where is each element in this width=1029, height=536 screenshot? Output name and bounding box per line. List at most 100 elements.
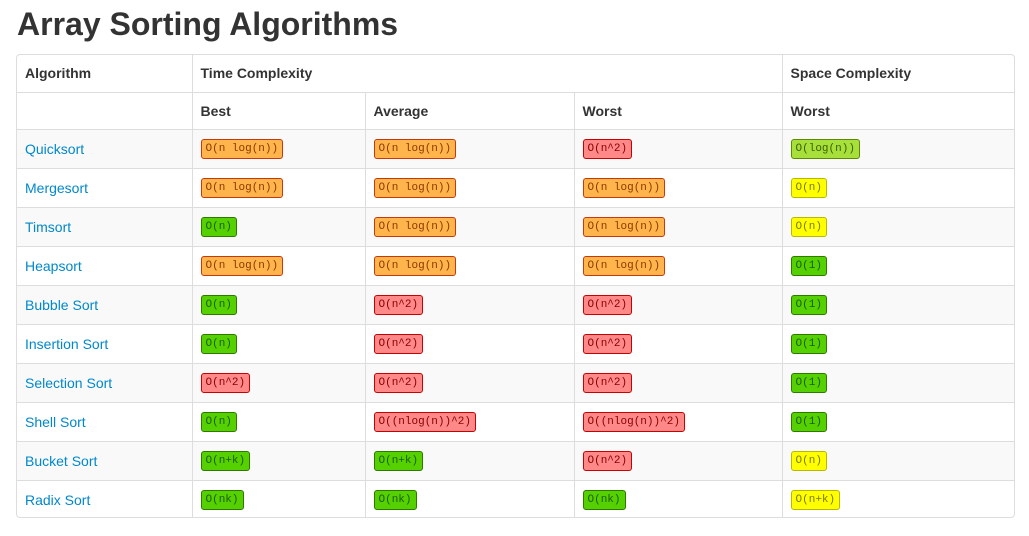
best-case-cell: O(n)	[191, 206, 365, 246]
space-worst-case-cell: O(n)	[781, 206, 1014, 246]
average-case-badge: O(nk)	[373, 490, 417, 511]
best-case-cell: O(n)	[191, 323, 365, 363]
table-row: Bubble Sort O(n) O(n^2) O(n^2) O(1)	[17, 284, 1014, 324]
table-row: Heapsort O(n log(n)) O(n log(n)) O(n log(n)…	[17, 245, 1014, 285]
table-row: Bucket Sort O(n+k) O(n+k) O(n^2) O(n)	[17, 440, 1014, 480]
best-case-cell: O(n log(n))	[191, 128, 365, 168]
space-worst-case-badge: O(log(n))	[790, 139, 860, 159]
best-case-badge: O(n log(n))	[200, 256, 284, 276]
best-case-badge: O(n)	[200, 217, 237, 237]
table-row: Selection Sort O(n^2) O(n^2) O(n^2) O(1)	[17, 362, 1014, 402]
algorithm-link[interactable]: Radix Sort	[25, 491, 91, 508]
worst-case-badge: O(n^2)	[582, 295, 633, 315]
space-worst-case-cell: O(1)	[781, 284, 1014, 324]
space-worst-case-badge: O(1)	[790, 412, 827, 432]
average-case-cell: O(n log(n))	[364, 128, 574, 168]
algorithm-link[interactable]: Heapsort	[25, 257, 82, 274]
best-case-cell: O(n)	[191, 401, 365, 441]
table-row: Insertion Sort O(n) O(n^2) O(n^2) O(1)	[17, 323, 1014, 363]
algorithm-link[interactable]: Bubble Sort	[25, 296, 99, 313]
algorithm-link[interactable]: Quicksort	[25, 140, 85, 157]
best-case-badge: O(n log(n))	[200, 139, 284, 159]
average-case-cell: O((nlog(n))^2)	[364, 401, 574, 441]
table-row: Timsort O(n) O(n log(n)) O(n log(n)) O(n)	[17, 206, 1014, 246]
worst-case-cell: O(n^2)	[573, 323, 783, 363]
average-case-badge: O(n log(n))	[373, 256, 457, 276]
header-space-worst: Worst	[781, 91, 1014, 129]
algorithm-cell: Quicksort	[17, 128, 192, 168]
worst-case-badge: O(n^2)	[582, 334, 633, 354]
worst-case-cell: O((nlog(n))^2)	[573, 401, 783, 441]
average-case-badge: O(n^2)	[373, 334, 424, 354]
space-worst-case-cell: O(1)	[781, 401, 1014, 441]
header-worst: Worst	[573, 91, 783, 129]
average-case-cell: O(n log(n))	[364, 245, 574, 285]
average-case-cell: O(n^2)	[364, 284, 574, 324]
space-worst-case-badge: O(n+k)	[790, 490, 841, 511]
table-body: Quicksort O(n log(n)) O(n log(n)) O(n^2) O(l…	[17, 128, 1014, 517]
header-average: Average	[364, 91, 574, 129]
space-worst-case-cell: O(1)	[781, 323, 1014, 363]
space-worst-case-cell: O(n)	[781, 167, 1014, 207]
table-row: Shell Sort O(n) O((nlog(n))^2) O((nlog(n))^…	[17, 401, 1014, 441]
algorithm-cell: Bubble Sort	[17, 284, 192, 324]
average-case-badge: O(n^2)	[373, 295, 424, 315]
best-case-badge: O(n)	[200, 412, 237, 432]
header-space-complexity: Space Complexity	[781, 55, 1014, 92]
algorithm-link[interactable]: Insertion Sort	[25, 335, 109, 352]
worst-case-cell: O(n^2)	[573, 362, 783, 402]
algorithm-cell: Heapsort	[17, 245, 192, 285]
algorithm-cell: Selection Sort	[17, 362, 192, 402]
space-worst-case-cell: O(1)	[781, 362, 1014, 402]
worst-case-badge: O(n^2)	[582, 451, 633, 471]
space-worst-case-badge: O(1)	[790, 373, 827, 393]
average-case-badge: O(n^2)	[373, 373, 424, 393]
algorithm-link[interactable]: Shell Sort	[25, 413, 86, 430]
space-worst-case-badge: O(1)	[790, 334, 827, 354]
space-worst-case-cell: O(n+k)	[781, 479, 1014, 517]
average-case-badge: O((nlog(n))^2)	[373, 412, 476, 432]
average-case-cell: O(nk)	[364, 479, 574, 517]
worst-case-badge: O(n^2)	[582, 139, 633, 159]
header-empty	[17, 91, 192, 129]
algorithm-link[interactable]: Bucket Sort	[25, 452, 98, 469]
worst-case-badge: O(n^2)	[582, 373, 633, 393]
algorithm-cell: Timsort	[17, 206, 192, 246]
average-case-badge: O(n+k)	[373, 451, 424, 471]
best-case-cell: O(n+k)	[191, 440, 365, 480]
worst-case-cell: O(n^2)	[573, 128, 783, 168]
space-worst-case-badge: O(n)	[790, 451, 827, 471]
table-row: Quicksort O(n log(n)) O(n log(n)) O(n^2) O(l…	[17, 128, 1014, 168]
average-case-badge: O(n log(n))	[373, 217, 457, 237]
space-worst-case-badge: O(n)	[790, 217, 827, 237]
algorithm-link[interactable]: Mergesort	[25, 179, 89, 196]
header-algorithm: Algorithm	[25, 65, 92, 82]
space-worst-case-badge: O(n)	[790, 178, 827, 198]
average-case-cell: O(n log(n))	[364, 206, 574, 246]
space-worst-case-badge: O(1)	[790, 295, 827, 315]
average-case-cell: O(n^2)	[364, 362, 574, 402]
algorithm-cell: Radix Sort	[17, 479, 192, 517]
header-time-complexity: Time Complexity	[191, 55, 783, 92]
best-case-badge: O(n)	[200, 295, 237, 315]
space-worst-case-cell: O(log(n))	[781, 128, 1014, 168]
best-case-cell: O(n)	[191, 284, 365, 324]
space-worst-case-cell: O(n)	[781, 440, 1014, 480]
best-case-cell: O(nk)	[191, 479, 365, 517]
algorithm-cell: Shell Sort	[17, 401, 192, 441]
algorithm-link[interactable]: Selection Sort	[25, 374, 113, 391]
table-row: Radix Sort O(nk) O(nk) O(nk) O(n+k)	[17, 479, 1014, 517]
average-case-cell: O(n log(n))	[364, 167, 574, 207]
worst-case-cell: O(n log(n))	[573, 167, 783, 207]
algorithm-link[interactable]: Timsort	[25, 218, 72, 235]
header-best: Best	[191, 91, 365, 129]
best-case-cell: O(n log(n))	[191, 245, 365, 285]
average-case-badge: O(n log(n))	[373, 139, 457, 159]
worst-case-badge: O(n log(n))	[582, 178, 666, 198]
worst-case-cell: O(n log(n))	[573, 245, 783, 285]
worst-case-badge: O(nk)	[582, 490, 626, 511]
page-title: Array Sorting Algorithms	[17, 6, 399, 42]
worst-case-cell: O(nk)	[573, 479, 783, 517]
worst-case-badge: O((nlog(n))^2)	[582, 412, 685, 432]
average-case-badge: O(n log(n))	[373, 178, 457, 198]
